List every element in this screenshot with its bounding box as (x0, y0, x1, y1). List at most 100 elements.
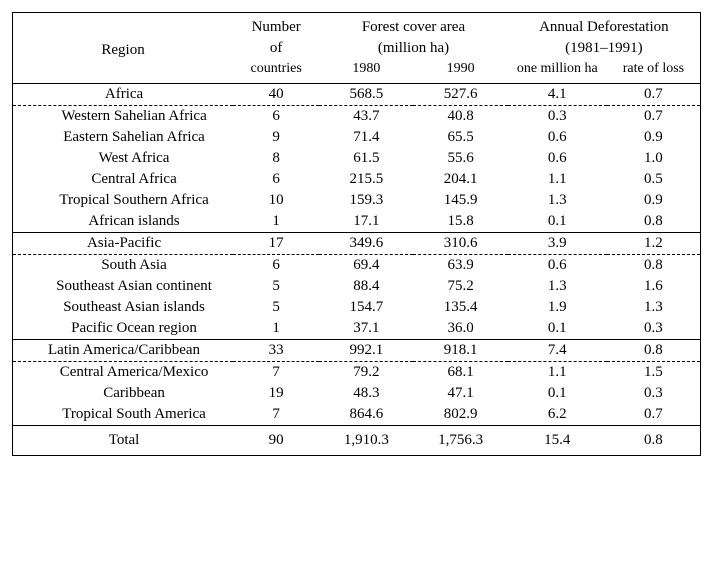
c1990-cell: 65.5 (413, 127, 507, 148)
region-cell: Caribbean (13, 383, 234, 404)
header-1980: 1980 (319, 59, 413, 84)
total-row: Total901,910.31,756.315.40.8 (13, 426, 701, 456)
mha-cell: 0.6 (508, 148, 607, 169)
rate-cell: 0.8 (607, 255, 701, 277)
mha-cell: 1.9 (508, 297, 607, 318)
sub-row: Central America/Mexico779.268.11.11.5 (13, 362, 701, 384)
c1990-cell: 47.1 (413, 383, 507, 404)
sub-row: Southeast Asian islands5154.7135.41.91.3 (13, 297, 701, 318)
region-cell: South Asia (13, 255, 234, 277)
sub-row: Tropical Southern Africa10159.3145.91.30… (13, 190, 701, 211)
region-cell: African islands (13, 211, 234, 233)
c1980-cell: 71.4 (319, 127, 413, 148)
rate-cell: 1.5 (607, 362, 701, 384)
header-deforest-l2: (1981–1991) (508, 38, 701, 59)
c1980-cell: 992.1 (319, 340, 413, 362)
region-cell: Tropical South America (13, 404, 234, 426)
num-cell: 8 (233, 148, 319, 169)
mha-cell: 1.1 (508, 362, 607, 384)
c1980-cell: 154.7 (319, 297, 413, 318)
c1990-cell: 63.9 (413, 255, 507, 277)
num-cell: 7 (233, 404, 319, 426)
c1980-cell: 88.4 (319, 276, 413, 297)
rate-cell: 0.8 (607, 426, 701, 456)
rate-cell: 1.6 (607, 276, 701, 297)
rate-cell: 1.2 (607, 233, 701, 255)
mha-cell: 1.1 (508, 169, 607, 190)
num-cell: 6 (233, 106, 319, 128)
region-cell: Central America/Mexico (13, 362, 234, 384)
header-1990: 1990 (413, 59, 507, 84)
region-cell: Africa (13, 84, 234, 106)
num-cell: 19 (233, 383, 319, 404)
rate-cell: 0.7 (607, 404, 701, 426)
num-cell: 17 (233, 233, 319, 255)
c1990-cell: 145.9 (413, 190, 507, 211)
region-cell: Eastern Sahelian Africa (13, 127, 234, 148)
mha-cell: 0.1 (508, 318, 607, 340)
sub-row: Tropical South America7864.6802.96.20.7 (13, 404, 701, 426)
header-deforest-l1: Annual Deforestation (508, 13, 701, 39)
c1990-cell: 135.4 (413, 297, 507, 318)
num-cell: 1 (233, 211, 319, 233)
num-cell: 6 (233, 255, 319, 277)
mha-cell: 0.6 (508, 127, 607, 148)
c1980-cell: 1,910.3 (319, 426, 413, 456)
rate-cell: 0.5 (607, 169, 701, 190)
sub-row: South Asia669.463.90.60.8 (13, 255, 701, 277)
region-cell: Central Africa (13, 169, 234, 190)
region-cell: Asia-Pacific (13, 233, 234, 255)
table-body: Africa40568.5527.64.10.7Western Sahelian… (13, 84, 701, 456)
deforestation-table: Region Number Forest cover area Annual D… (12, 12, 701, 456)
sub-row: Caribbean1948.347.10.10.3 (13, 383, 701, 404)
num-cell: 10 (233, 190, 319, 211)
region-cell: Southeast Asian continent (13, 276, 234, 297)
table-header: Region Number Forest cover area Annual D… (13, 13, 701, 84)
header-forest-l1: Forest cover area (319, 13, 507, 39)
c1990-cell: 918.1 (413, 340, 507, 362)
mha-cell: 15.4 (508, 426, 607, 456)
c1990-cell: 40.8 (413, 106, 507, 128)
c1980-cell: 48.3 (319, 383, 413, 404)
sub-row: African islands117.115.80.10.8 (13, 211, 701, 233)
c1990-cell: 802.9 (413, 404, 507, 426)
mha-cell: 3.9 (508, 233, 607, 255)
num-cell: 40 (233, 84, 319, 106)
mha-cell: 0.3 (508, 106, 607, 128)
rate-cell: 0.3 (607, 318, 701, 340)
c1990-cell: 310.6 (413, 233, 507, 255)
header-region: Region (13, 13, 234, 84)
c1990-cell: 15.8 (413, 211, 507, 233)
c1980-cell: 215.5 (319, 169, 413, 190)
c1980-cell: 17.1 (319, 211, 413, 233)
rate-cell: 1.0 (607, 148, 701, 169)
sub-row: Pacific Ocean region137.136.00.10.3 (13, 318, 701, 340)
rate-cell: 0.8 (607, 340, 701, 362)
header-num-l2: of (233, 38, 319, 59)
sub-row: West Africa861.555.60.61.0 (13, 148, 701, 169)
c1990-cell: 75.2 (413, 276, 507, 297)
c1980-cell: 864.6 (319, 404, 413, 426)
c1980-cell: 79.2 (319, 362, 413, 384)
mha-cell: 0.1 (508, 211, 607, 233)
mha-cell: 6.2 (508, 404, 607, 426)
num-cell: 90 (233, 426, 319, 456)
sub-row: Southeast Asian continent588.475.21.31.6 (13, 276, 701, 297)
region-cell: Southeast Asian islands (13, 297, 234, 318)
mha-cell: 4.1 (508, 84, 607, 106)
rate-cell: 0.7 (607, 84, 701, 106)
c1980-cell: 568.5 (319, 84, 413, 106)
c1990-cell: 55.6 (413, 148, 507, 169)
c1980-cell: 37.1 (319, 318, 413, 340)
rate-cell: 0.7 (607, 106, 701, 128)
region-cell: Western Sahelian Africa (13, 106, 234, 128)
mha-cell: 1.3 (508, 276, 607, 297)
rate-cell: 0.9 (607, 127, 701, 148)
num-cell: 5 (233, 297, 319, 318)
main-row: Latin America/Caribbean33992.1918.17.40.… (13, 340, 701, 362)
num-cell: 7 (233, 362, 319, 384)
rate-cell: 1.3 (607, 297, 701, 318)
rate-cell: 0.8 (607, 211, 701, 233)
sub-row: Eastern Sahelian Africa971.465.50.60.9 (13, 127, 701, 148)
c1990-cell: 68.1 (413, 362, 507, 384)
